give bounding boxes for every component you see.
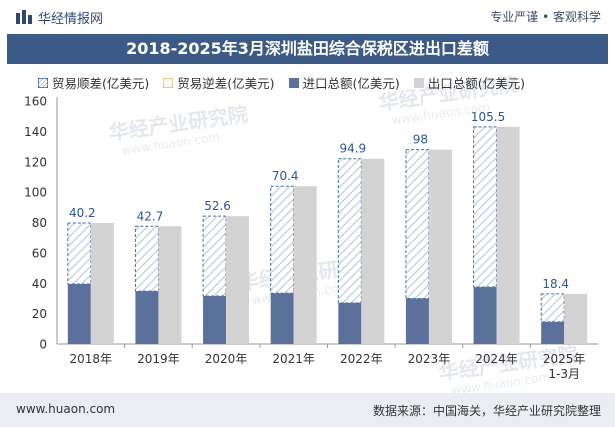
legend-deficit: 贸易逆差(亿美元) (163, 73, 275, 92)
y-tick-label: 160 (24, 95, 47, 109)
y-tick-label: 140 (24, 125, 47, 139)
surplus-data-label: 105.5 (471, 110, 505, 124)
y-tick-label: 60 (32, 246, 47, 260)
footer: www.huaon.com 数据来源：中国海关，华经产业研究院整理 (0, 393, 615, 427)
surplus-bar (540, 293, 565, 323)
legend-deficit-label: 贸易逆差(亿美元) (177, 76, 275, 91)
export-bar (564, 293, 588, 344)
surplus-bar (473, 126, 498, 288)
export-bar (428, 149, 452, 344)
top-bar: 华经情报网 专业严谨 • 客观科学 (0, 0, 615, 34)
legend-import-label: 进口总额(亿美元) (302, 76, 400, 91)
footer-source: 数据来源：中国海关，华经产业研究院整理 (372, 404, 601, 418)
import-bar (135, 291, 159, 344)
y-tick-label: 80 (32, 216, 47, 230)
export-bar (496, 126, 520, 344)
surplus-bar (202, 215, 227, 297)
surplus-bar (134, 225, 159, 292)
footer-site: www.huaon.com (16, 402, 116, 416)
x-tick-label: 1-3月 (548, 367, 580, 381)
title-bar: 2018-2025年3月深圳盐田综合保税区进出口差额 (7, 34, 608, 64)
x-tick-label: 2019年 (137, 352, 180, 366)
y-tick-label: 20 (32, 307, 47, 321)
import-bar (270, 293, 294, 344)
surplus-data-label: 52.6 (204, 199, 231, 213)
tagline: 专业严谨 • 客观科学 (490, 10, 601, 24)
x-tick-label: 2021年 (272, 352, 315, 366)
chart: 华经产业研究院www.huaon.com华经产业研究院www.huaon.com… (24, 72, 598, 393)
legend-import: 进口总额(亿美元) (288, 73, 400, 92)
y-tick-label: 100 (24, 186, 47, 200)
surplus-bar (270, 185, 295, 294)
surplus-data-label: 40.2 (69, 206, 96, 220)
export-bar (158, 226, 182, 344)
import-bar (203, 296, 227, 344)
y-tick-label: 120 (24, 155, 47, 169)
legend-surplus-label: 贸易顺差(亿美元) (52, 76, 150, 91)
import-swatch-icon (288, 77, 299, 88)
import-bar (338, 302, 362, 344)
export-bar (361, 158, 385, 344)
import-bar (67, 284, 91, 344)
export-bar (293, 186, 317, 344)
export-bar (90, 222, 114, 344)
chart-title: 2018-2025年3月深圳盐田综合保税区进出口差额 (126, 39, 489, 58)
x-tick-label: 2023年 (408, 352, 451, 366)
surplus-bar (67, 222, 92, 285)
legend-surplus: 贸易顺差(亿美元) (38, 73, 149, 92)
import-bar (541, 321, 565, 344)
x-tick-label: 2024年 (475, 352, 518, 366)
export-swatch-icon (413, 77, 424, 88)
surplus-data-label: 70.4 (272, 169, 299, 183)
surplus-bar (337, 158, 362, 304)
x-tick-label: 2022年 (340, 352, 383, 366)
legend-export: 出口总额(亿美元) (413, 73, 526, 92)
y-tick-label: 0 (39, 338, 47, 352)
surplus-data-label: 42.7 (137, 209, 164, 223)
logo-icon (16, 10, 32, 24)
brand-name: 华经情报网 (38, 12, 104, 27)
legend: 贸易顺差(亿美元) 贸易逆差(亿美元) 进口总额(亿美元) 出口总额(亿美元) (38, 73, 535, 93)
x-tick-label: 2025年 (543, 352, 586, 366)
deficit-swatch-icon (163, 77, 174, 88)
legend-export-label: 出口总额(亿美元) (427, 76, 526, 91)
y-tick-label: 40 (32, 277, 47, 291)
surplus-data-label: 18.4 (542, 277, 569, 291)
x-tick-label: 2018年 (70, 352, 113, 366)
import-bar (405, 298, 429, 344)
surplus-data-label: 94.9 (339, 142, 366, 156)
export-bar (226, 216, 250, 344)
surplus-swatch-icon (38, 77, 48, 88)
x-tick-label: 2020年 (205, 352, 248, 366)
surplus-data-label: 98 (413, 133, 428, 147)
surplus-bar (405, 149, 430, 299)
import-bar (473, 287, 497, 344)
